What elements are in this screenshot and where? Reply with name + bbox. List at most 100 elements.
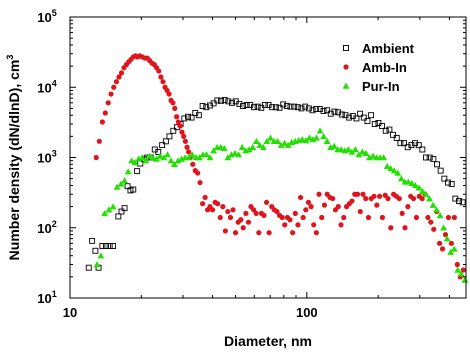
data-point	[379, 123, 386, 130]
data-point	[116, 74, 122, 80]
data-point	[355, 151, 363, 158]
data-point	[101, 210, 109, 217]
data-point	[229, 99, 235, 106]
data-point	[210, 147, 218, 154]
legend-label: Ambient	[362, 41, 415, 56]
data-point	[360, 114, 367, 121]
data-point	[224, 154, 232, 161]
data-point	[431, 226, 437, 232]
data-point	[99, 243, 106, 249]
data-point	[199, 103, 206, 109]
data-point	[182, 138, 188, 144]
data-point	[118, 70, 125, 76]
data-point	[419, 187, 426, 195]
data-point	[274, 208, 280, 215]
data-point	[93, 154, 99, 161]
data-point	[408, 142, 415, 149]
data-point	[203, 151, 210, 158]
data-point	[348, 148, 356, 155]
data-point	[351, 146, 359, 153]
data-point	[215, 201, 221, 207]
data-point	[436, 240, 443, 246]
data-point	[402, 225, 408, 231]
data-point	[295, 222, 301, 228]
data-point	[190, 161, 196, 167]
data-point	[92, 247, 99, 254]
data-point	[380, 154, 388, 161]
data-point	[200, 201, 206, 207]
data-point	[232, 230, 239, 236]
data-point	[397, 175, 405, 182]
data-point	[93, 261, 101, 268]
data-point	[221, 96, 228, 103]
data-point	[419, 146, 426, 153]
data-point	[303, 207, 309, 213]
data-point	[456, 198, 462, 204]
data-point	[178, 155, 186, 162]
data-point	[454, 266, 462, 273]
series-amb-in	[93, 53, 466, 280]
data-point	[109, 203, 117, 210]
data-point	[338, 111, 345, 118]
data-point	[130, 186, 137, 193]
data-point	[404, 178, 412, 185]
data-point	[382, 127, 389, 134]
data-point	[110, 243, 117, 249]
data-point	[166, 91, 172, 97]
data-point	[134, 168, 141, 175]
data-point	[385, 195, 391, 202]
data-point	[243, 210, 249, 217]
data-point	[115, 213, 122, 220]
legend-marker	[343, 45, 349, 51]
data-point	[250, 104, 257, 111]
x-tick-label: 10	[63, 305, 77, 320]
y-tick-label: 101	[37, 289, 56, 306]
data-point	[222, 228, 228, 234]
data-point	[412, 140, 419, 147]
data-point	[321, 202, 328, 208]
data-point	[256, 141, 264, 148]
data-point	[443, 235, 451, 242]
data-point	[256, 230, 262, 236]
data-point	[344, 146, 352, 153]
data-point	[117, 180, 125, 187]
data-point	[316, 106, 323, 112]
data-point	[113, 79, 119, 85]
data-point	[279, 214, 285, 221]
data-point	[448, 240, 454, 246]
data-point	[197, 179, 203, 186]
data-point	[231, 149, 239, 156]
data-point	[335, 204, 341, 210]
data-point	[399, 210, 405, 217]
y-tick-label: 102	[37, 219, 56, 236]
data-point	[313, 134, 320, 141]
data-point	[410, 195, 417, 202]
data-point	[142, 157, 150, 164]
data-point	[235, 151, 242, 158]
x-axis-title: Diameter, nm	[224, 333, 312, 349]
data-point	[297, 194, 304, 201]
data-point	[280, 101, 287, 108]
data-point	[177, 123, 183, 129]
data-point	[365, 214, 372, 221]
data-point	[408, 179, 416, 186]
data-point	[419, 195, 425, 202]
data-point	[320, 132, 327, 140]
data-point	[156, 68, 162, 74]
data-point	[426, 195, 433, 202]
data-point	[203, 104, 210, 111]
data-point	[437, 167, 444, 174]
data-point	[160, 79, 166, 85]
data-point	[225, 208, 231, 215]
data-point	[445, 214, 452, 221]
data-point	[377, 193, 383, 199]
data-point	[196, 154, 203, 161]
data-point	[227, 214, 234, 221]
series-ambient	[85, 96, 466, 271]
data-point	[185, 113, 191, 120]
data-point	[85, 264, 92, 271]
data-point	[131, 159, 139, 166]
data-point	[155, 148, 162, 155]
data-point	[426, 154, 433, 161]
